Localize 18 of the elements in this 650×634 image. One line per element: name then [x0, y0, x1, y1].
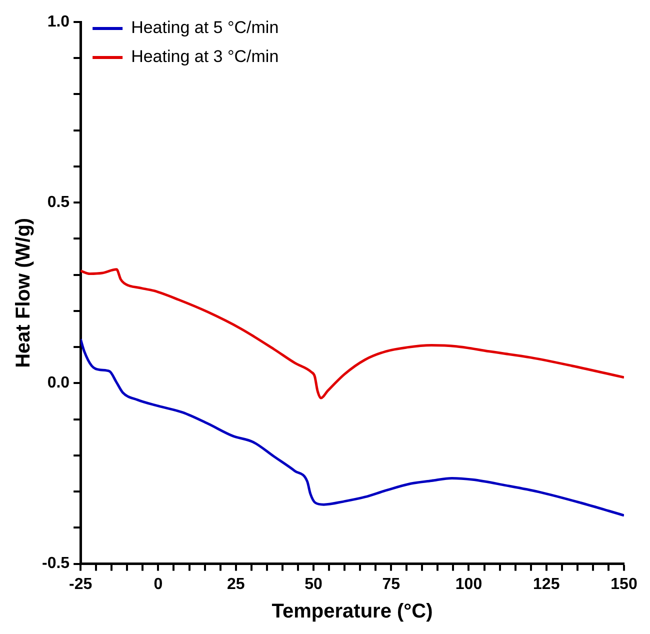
y-tick-label: -0.5 [42, 555, 70, 572]
line-series [80, 338, 624, 517]
legend-label: Heating at 5 °C/min [131, 18, 279, 38]
legend-label: Heating at 3 °C/min [131, 47, 279, 66]
x-tick-label: 125 [533, 576, 560, 593]
x-tick-label: 25 [226, 576, 245, 593]
y-tick-label: 0.0 [47, 374, 70, 392]
x-axis-title: Temperature (°C) [272, 600, 433, 623]
y-axis-title: Heat Flow (W/g) [12, 218, 35, 368]
line-series [80, 268, 624, 400]
x-tick-label: 50 [304, 576, 322, 593]
x-tick-label: 75 [382, 576, 400, 593]
x-tick-label: -25 [69, 576, 92, 593]
x-tick-label: 100 [455, 576, 482, 593]
x-tick-label: 0 [154, 576, 163, 593]
y-tick-label: 0.5 [47, 194, 70, 212]
y-tick-label: 1.0 [47, 13, 70, 30]
x-tick-label: 150 [610, 576, 638, 593]
